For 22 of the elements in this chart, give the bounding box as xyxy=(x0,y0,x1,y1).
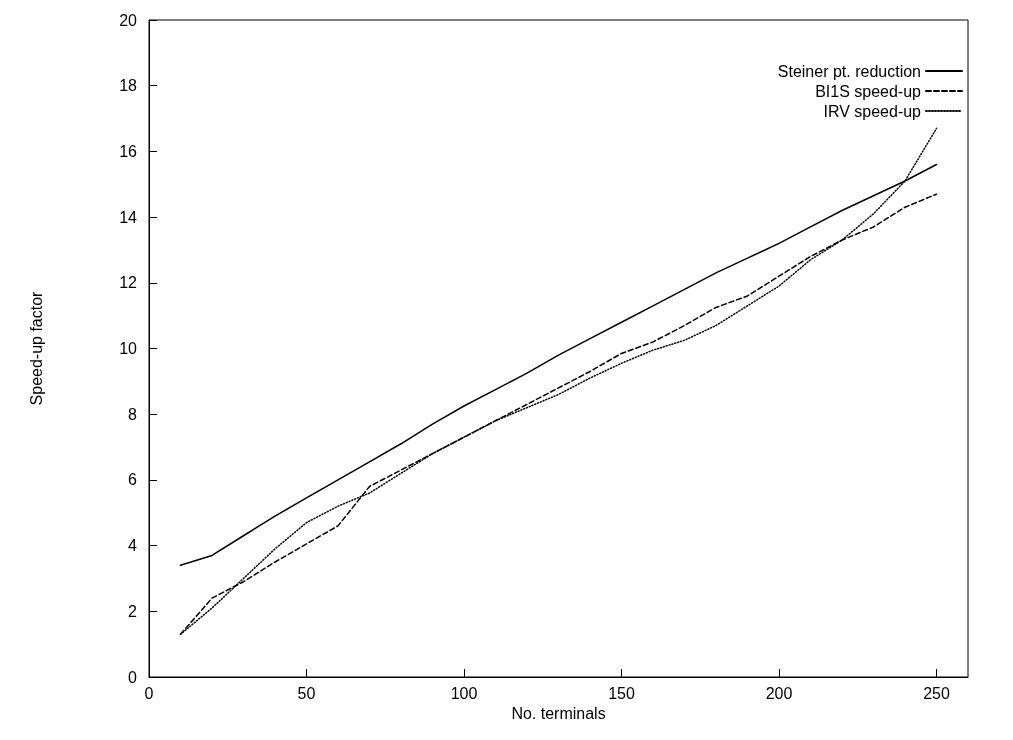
x-tick-label: 50 xyxy=(297,684,316,702)
y-tick-label: 4 xyxy=(128,537,138,555)
x-tick-label: 0 xyxy=(144,684,154,702)
y-tick-label: 10 xyxy=(119,340,138,357)
x-tick-label: 250 xyxy=(923,684,950,702)
y-tick-label: 0 xyxy=(128,668,138,686)
x-axis-title: No. terminals xyxy=(511,705,606,723)
legend-label: IRV speed-up xyxy=(823,102,922,120)
y-axis-title: Speed-up factor xyxy=(27,290,45,406)
y-tick-label: 20 xyxy=(119,11,138,29)
x-tick-label: 100 xyxy=(450,684,478,702)
y-tick-label: 18 xyxy=(119,77,138,95)
legend-label: Steiner pt. reduction xyxy=(777,62,921,80)
x-tick-label: 150 xyxy=(608,684,635,702)
y-tick-label: 12 xyxy=(119,274,138,292)
y-tick-label: 14 xyxy=(119,208,138,226)
y-tick-label: 8 xyxy=(128,405,138,423)
y-tick-label: 2 xyxy=(128,602,138,620)
x-tick-label: 200 xyxy=(765,684,793,702)
y-tick-label: 6 xyxy=(128,471,138,489)
y-tick-label: 16 xyxy=(119,142,138,160)
legend-label: BI1S speed-up xyxy=(815,82,922,100)
